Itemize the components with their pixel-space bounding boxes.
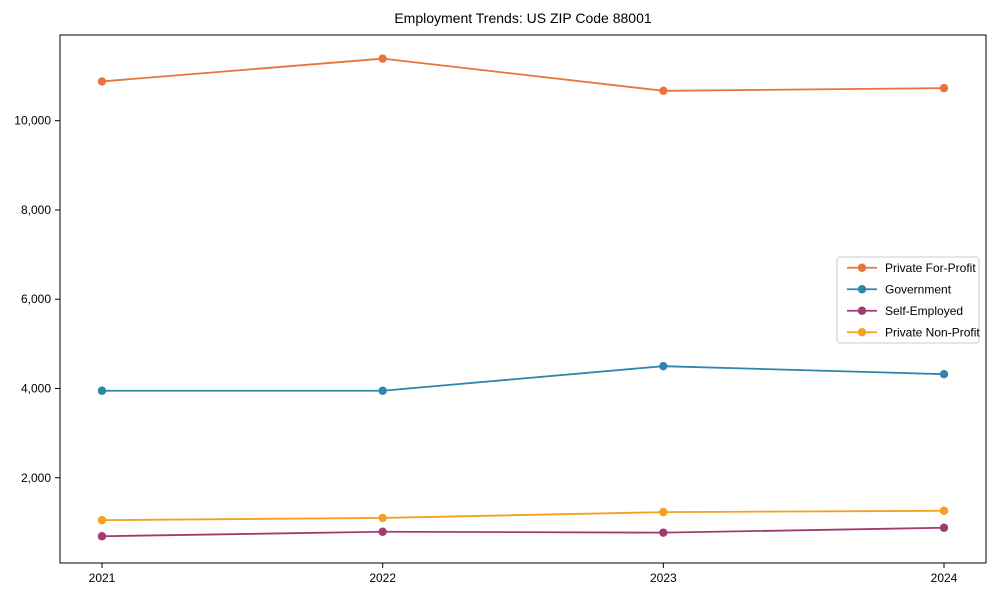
series-line: [101, 526, 945, 538]
y-tick-label: 2,000: [21, 471, 51, 485]
data-point-marker: [378, 386, 387, 395]
data-point-marker: [378, 527, 387, 536]
data-point-marker: [659, 507, 668, 517]
legend-marker-icon: [857, 285, 867, 294]
series-lines: [97, 54, 949, 541]
data-point-marker: [939, 506, 949, 515]
data-point-marker: [659, 361, 668, 371]
data-point-marker: [939, 370, 949, 379]
data-point-marker: [939, 523, 949, 532]
series-line: [102, 365, 945, 392]
legend-item-label: Private Non-Profit: [885, 325, 980, 339]
data-point-marker: [659, 86, 668, 95]
y-tick-label: 8,000: [21, 203, 51, 217]
legend: Private For-Profit Government Self-Employe…: [836, 256, 980, 344]
series-line: [101, 57, 945, 92]
y-tick-label: 4,000: [21, 381, 51, 395]
data-point-marker: [97, 515, 107, 525]
data-point-marker: [97, 77, 107, 86]
chart-title: Employment Trends: US ZIP Code 88001: [394, 10, 652, 26]
x-tick-label: 2022: [369, 571, 396, 585]
axes: 2,000 4,000 6,000 8,000 10,000 2021 2022 2023 20…: [14, 34, 987, 585]
legend-marker-icon: [857, 306, 867, 315]
data-point-marker: [659, 528, 668, 537]
y-tick-label: 6,000: [21, 292, 51, 306]
x-tick-label: 2023: [650, 571, 677, 585]
legend-marker-icon: [857, 328, 867, 337]
x-tick-label: 2024: [931, 571, 958, 585]
data-point-marker: [378, 513, 387, 523]
data-point-marker: [378, 54, 387, 63]
legend-item-label: Private For-Profit: [885, 261, 976, 275]
legend-box: [836, 256, 980, 344]
data-point-marker: [939, 83, 949, 93]
legend-marker-icon: [857, 263, 867, 272]
y-tick-label: 10,000: [14, 114, 51, 128]
data-point-marker: [97, 532, 107, 541]
legend-item-label: Government: [885, 282, 952, 296]
data-point-marker: [97, 386, 107, 395]
x-tick-label: 2021: [89, 571, 116, 585]
legend-item-label: Self-Employed: [885, 304, 963, 318]
series-line: [101, 509, 945, 522]
